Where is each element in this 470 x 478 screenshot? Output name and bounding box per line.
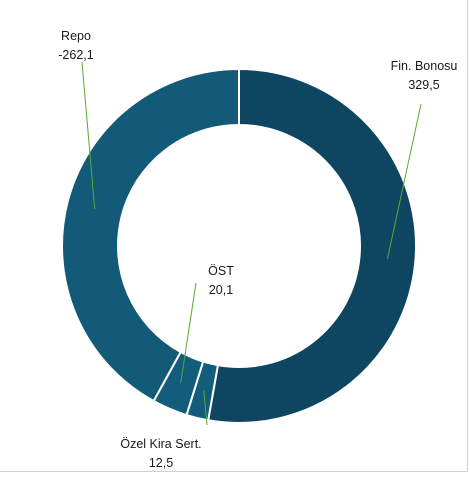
leader-line-repo xyxy=(81,61,96,209)
label-fin-bonosu-value: 329,5 xyxy=(408,78,439,92)
label-ost-value: 20,1 xyxy=(209,283,233,297)
leader-line-ost xyxy=(180,282,197,384)
leader-line-ozel-kira-sert xyxy=(203,390,208,426)
label-ost: ÖST 20,1 xyxy=(208,264,234,297)
slices-group xyxy=(61,67,417,424)
leader-lines-group xyxy=(81,61,422,426)
slice-fin-bonosu xyxy=(206,67,417,424)
label-ozel-kira-sert-value: 12,5 xyxy=(149,456,173,470)
label-repo: Repo -262,1 xyxy=(58,29,93,62)
label-repo-name: Repo xyxy=(61,29,91,43)
label-fin-bonosu: Fin. Bonosu 329,5 xyxy=(391,59,458,92)
slice-repo xyxy=(61,67,240,403)
label-repo-value: -262,1 xyxy=(58,48,93,62)
label-ozel-kira-sert: Özel Kira Sert. 12,5 xyxy=(120,437,201,470)
label-ost-name: ÖST xyxy=(208,264,234,278)
leader-line-fin-bonosu xyxy=(386,103,422,260)
label-ozel-kira-sert-name: Özel Kira Sert. xyxy=(120,437,201,451)
label-fin-bonosu-name: Fin. Bonosu xyxy=(391,59,458,73)
